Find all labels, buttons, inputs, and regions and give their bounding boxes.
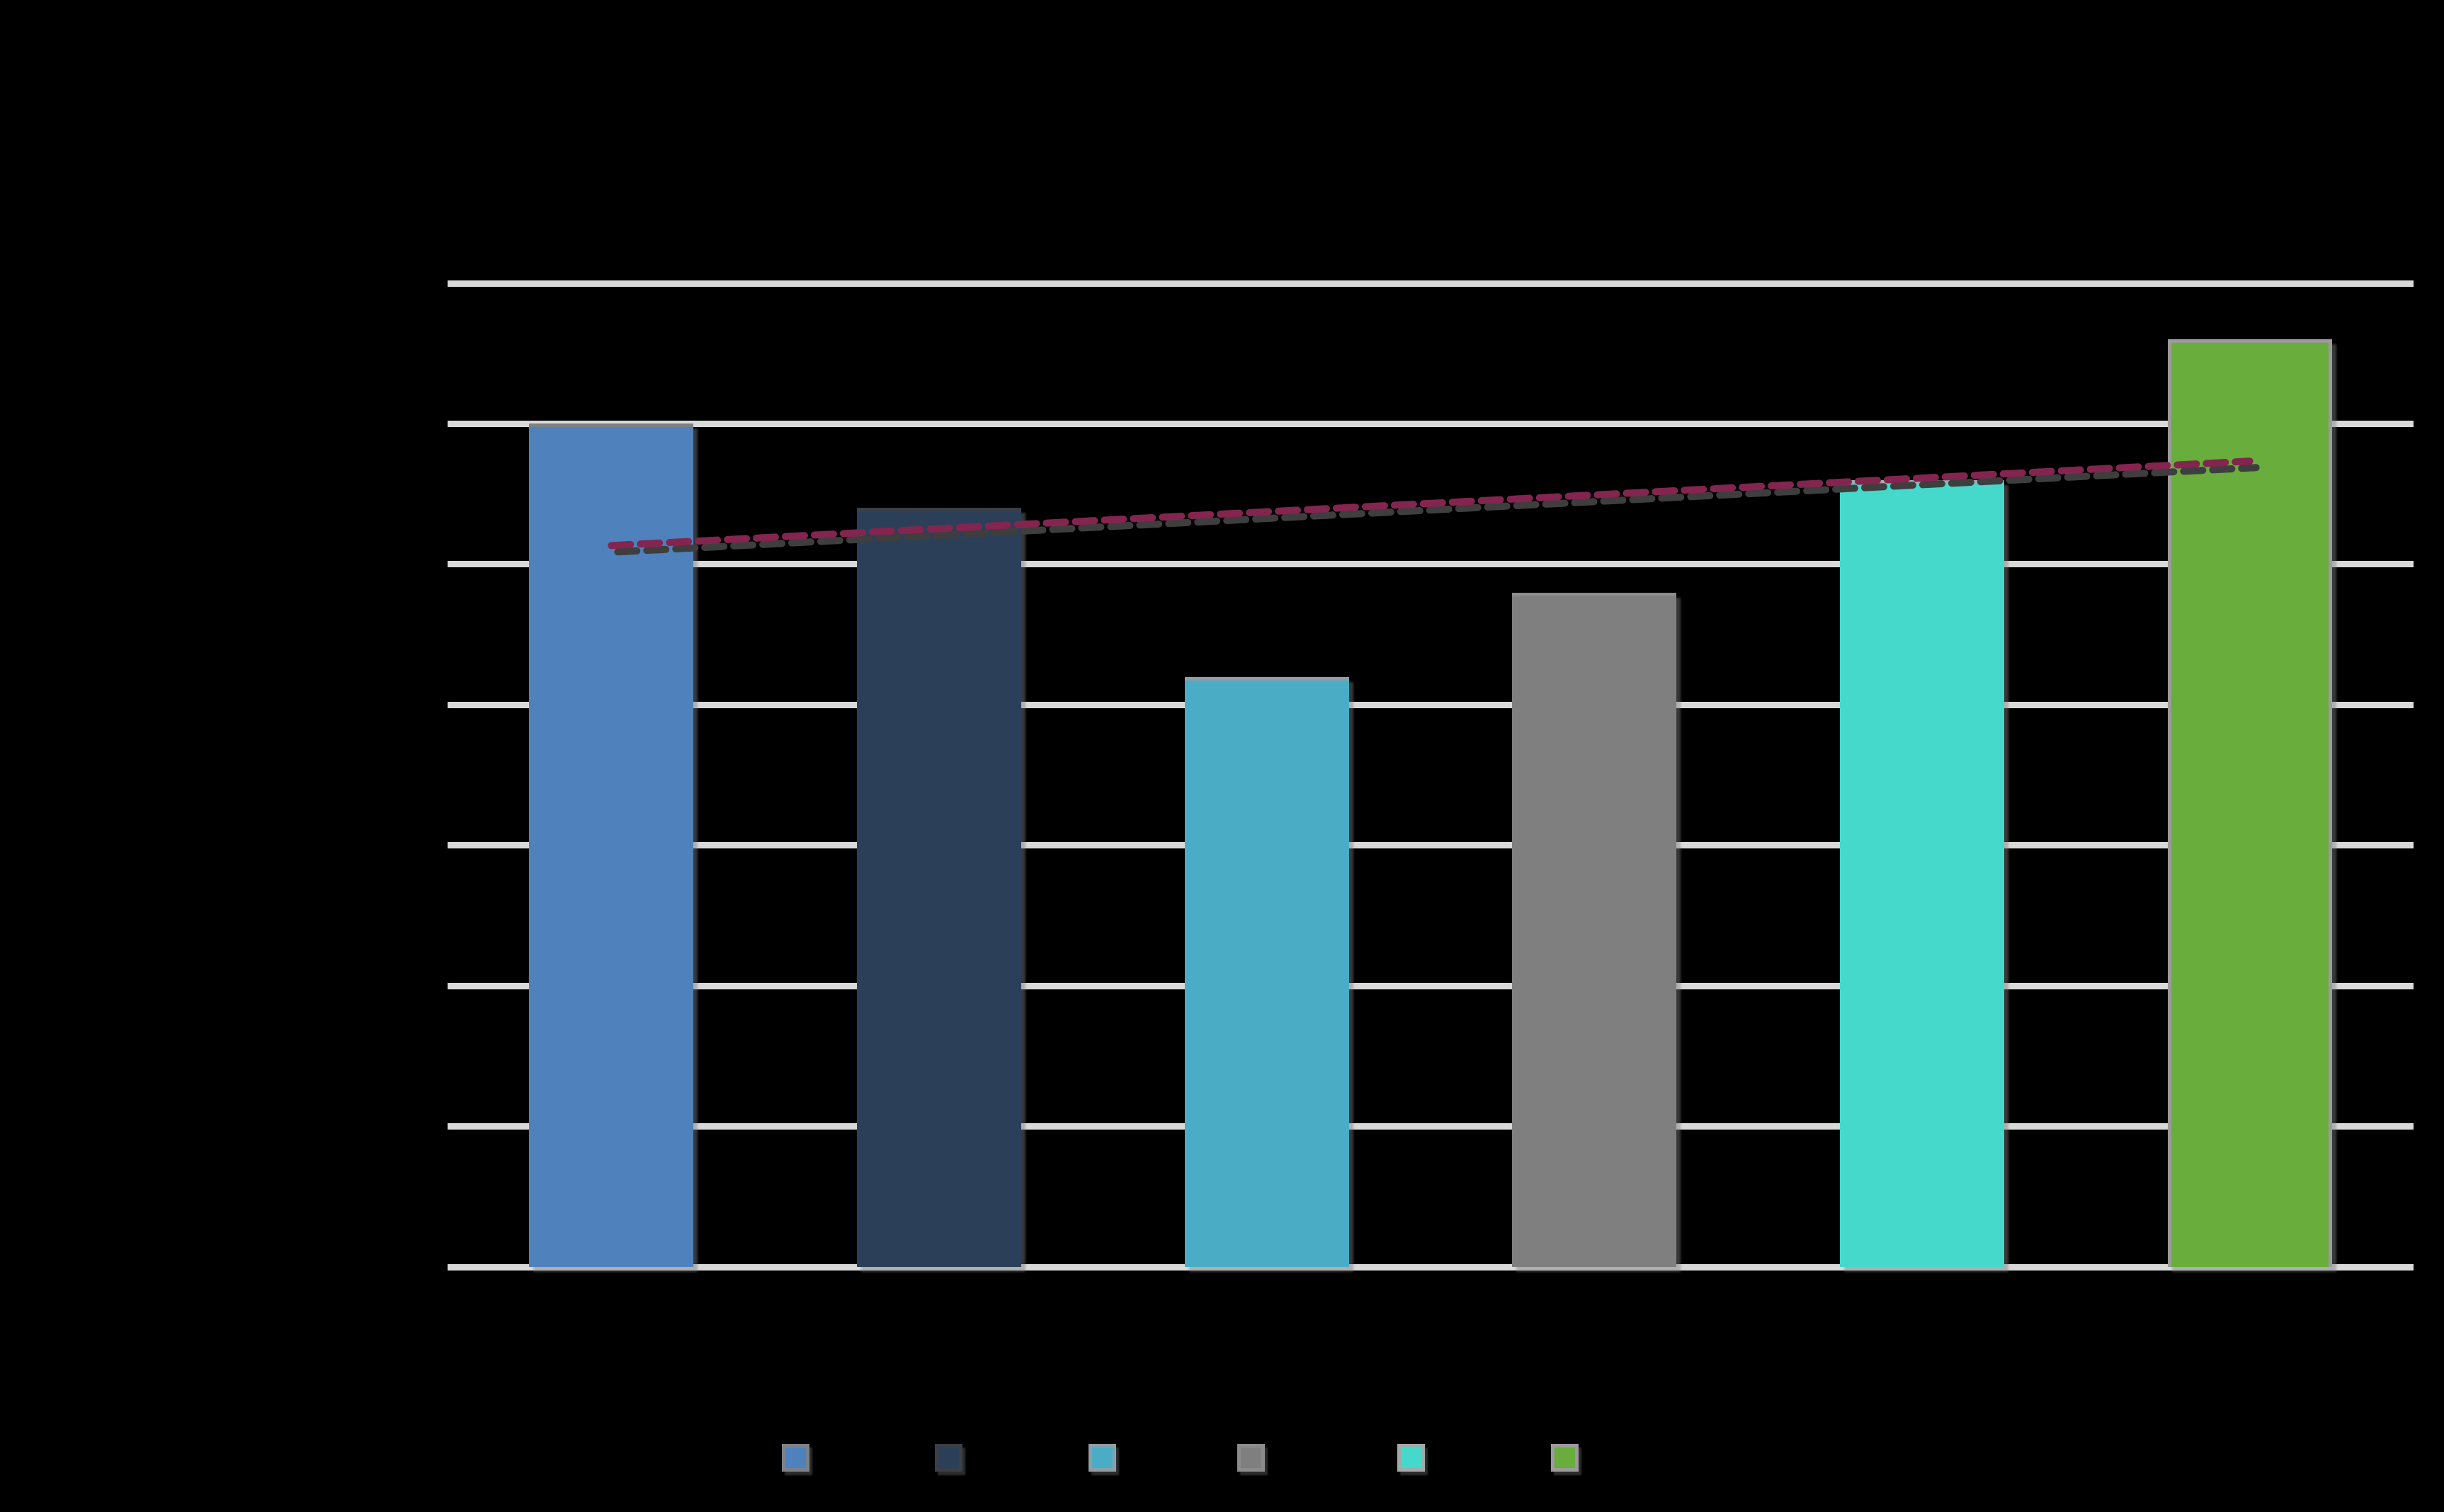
- legend-swatch-6: [1551, 1444, 1579, 1472]
- bar-series-2: [857, 508, 1021, 1267]
- bar-series-4: [1512, 592, 1677, 1267]
- legend-swatch-2: [935, 1444, 962, 1472]
- trendline-shadow: [614, 464, 2260, 556]
- gridline: [448, 561, 2414, 568]
- gridline: [448, 982, 2414, 989]
- legend-swatch-3: [1089, 1444, 1116, 1472]
- bar-series-1: [529, 424, 694, 1267]
- bar-series-5: [1840, 479, 2004, 1267]
- trendline-dashes: [608, 457, 2253, 550]
- x-axis-line: [448, 1263, 2414, 1271]
- gridline: [448, 701, 2414, 708]
- gridline: [448, 280, 2414, 287]
- gridline: [448, 420, 2414, 427]
- legend-swatch-4: [1237, 1444, 1265, 1472]
- legend-swatch-5: [1397, 1444, 1425, 1472]
- gridline: [448, 1123, 2414, 1130]
- legend-swatch-1: [782, 1444, 809, 1472]
- bar-series-6: [2167, 339, 2332, 1267]
- gridline: [448, 842, 2414, 849]
- bar-series-3: [1184, 676, 1349, 1267]
